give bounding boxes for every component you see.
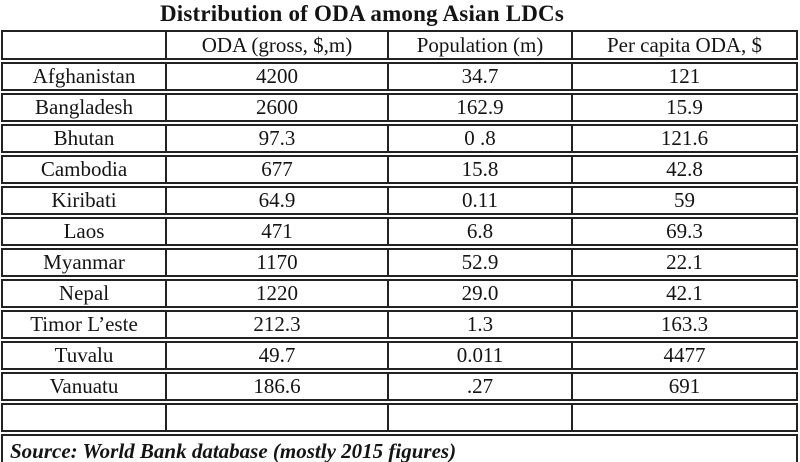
country-cell: Laos <box>1 217 165 246</box>
empty-row <box>1 403 798 432</box>
country-cell: Bhutan <box>1 124 165 153</box>
header-row: ODA (gross, $,m) Population (m) Per capita… <box>1 30 798 60</box>
value-cell: 1.3 <box>387 310 571 339</box>
value-cell: 29.0 <box>387 279 571 308</box>
table-row: Afghanistan 4200 34.7 121 <box>1 62 798 91</box>
table-head: ODA (gross, $,m) Population (m) Per capita… <box>1 30 798 60</box>
country-cell: Bangladesh <box>1 93 165 122</box>
table-row: Myanmar 1170 52.9 22.1 <box>1 248 798 277</box>
table-foot: Source: World Bank database (mostly 2015… <box>1 434 798 462</box>
table-row: Kiribati 64.9 0.11 59 <box>1 186 798 215</box>
country-cell: Nepal <box>1 279 165 308</box>
value-cell: 15.9 <box>571 93 798 122</box>
oda-table: ODA (gross, $,m) Population (m) Per capita… <box>1 28 798 462</box>
country-cell: Tuvalu <box>1 341 165 370</box>
value-cell: 163.3 <box>571 310 798 339</box>
value-cell: 186.6 <box>165 372 387 401</box>
value-cell <box>571 403 798 432</box>
country-cell <box>1 403 165 432</box>
table-row: Bhutan 97.3 0 .8 121.6 <box>1 124 798 153</box>
value-cell: 6.8 <box>387 217 571 246</box>
source-row: Source: World Bank database (mostly 2015… <box>1 434 798 462</box>
value-cell: 0.011 <box>387 341 571 370</box>
value-cell: 2600 <box>165 93 387 122</box>
value-cell: 1170 <box>165 248 387 277</box>
value-cell: 1220 <box>165 279 387 308</box>
corner-header-cell <box>1 30 165 60</box>
table-row: Cambodia 677 15.8 42.8 <box>1 155 798 184</box>
value-cell: 42.1 <box>571 279 798 308</box>
column-header: Per capita ODA, $ <box>571 30 798 60</box>
value-cell: 4477 <box>571 341 798 370</box>
value-cell: 64.9 <box>165 186 387 215</box>
country-cell: Timor L’este <box>1 310 165 339</box>
value-cell: 15.8 <box>387 155 571 184</box>
value-cell: 677 <box>165 155 387 184</box>
value-cell: 0 .8 <box>387 124 571 153</box>
table-title: Distribution of ODA among Asian LDCs <box>159 1 565 26</box>
value-cell: 69.3 <box>571 217 798 246</box>
country-cell: Cambodia <box>1 155 165 184</box>
value-cell: 121 <box>571 62 798 91</box>
value-cell: 162.9 <box>387 93 571 122</box>
value-cell: 42.8 <box>571 155 798 184</box>
column-header: Population (m) <box>387 30 571 60</box>
country-cell: Afghanistan <box>1 62 165 91</box>
value-cell: 59 <box>571 186 798 215</box>
value-cell: 691 <box>571 372 798 401</box>
value-cell: .27 <box>387 372 571 401</box>
column-header: ODA (gross, $,m) <box>165 30 387 60</box>
value-cell: 97.3 <box>165 124 387 153</box>
country-cell: Myanmar <box>1 248 165 277</box>
table-row: Laos 471 6.8 69.3 <box>1 217 798 246</box>
table-row: Timor L’este 212.3 1.3 163.3 <box>1 310 798 339</box>
value-cell: 471 <box>165 217 387 246</box>
value-cell: 212.3 <box>165 310 387 339</box>
table-body: Afghanistan 4200 34.7 121 Bangladesh 2600 162.… <box>1 62 798 432</box>
value-cell: 0.11 <box>387 186 571 215</box>
country-cell: Vanuatu <box>1 372 165 401</box>
table-row: Tuvalu 49.7 0.011 4477 <box>1 341 798 370</box>
table-row: Vanuatu 186.6.27 691 <box>1 372 798 401</box>
value-cell: 34.7 <box>387 62 571 91</box>
source-note: Source: World Bank database (mostly 2015… <box>1 434 798 462</box>
country-cell: Kiribati <box>1 186 165 215</box>
value-cell: 22.1 <box>571 248 798 277</box>
table-row: Nepal 1220 29.0 42.1 <box>1 279 798 308</box>
value-cell <box>165 403 387 432</box>
value-cell: 49.7 <box>165 341 387 370</box>
table-row: Bangladesh 2600 162.9 15.9 <box>1 93 798 122</box>
value-cell <box>387 403 571 432</box>
value-cell: 4200 <box>165 62 387 91</box>
value-cell: 121.6 <box>571 124 798 153</box>
value-cell: 52.9 <box>387 248 571 277</box>
